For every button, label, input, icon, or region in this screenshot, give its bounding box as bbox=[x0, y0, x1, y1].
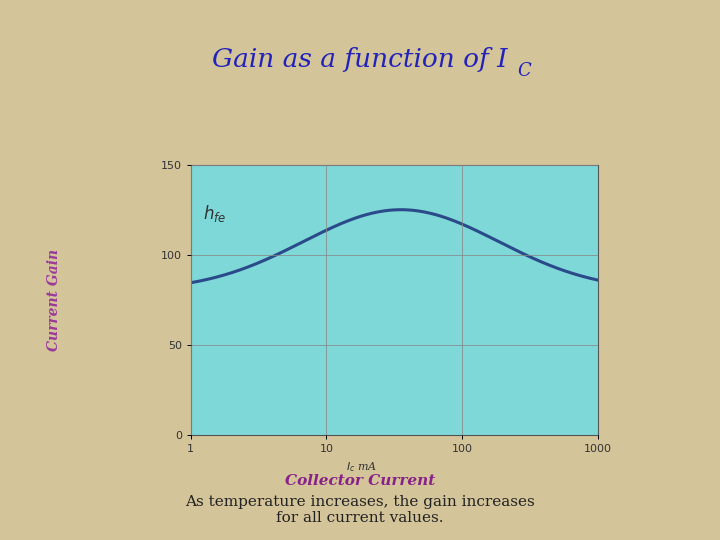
Text: Collector Current: Collector Current bbox=[285, 474, 435, 488]
Text: Current Gain: Current Gain bbox=[47, 248, 61, 351]
Text: $I_c$ mA: $I_c$ mA bbox=[346, 460, 377, 474]
Text: As temperature increases, the gain increases
for all current values.: As temperature increases, the gain incre… bbox=[185, 495, 535, 525]
Text: C: C bbox=[517, 62, 531, 80]
Text: $h_{fe}$: $h_{fe}$ bbox=[203, 202, 226, 224]
Text: Gain as a function of I: Gain as a function of I bbox=[212, 47, 508, 72]
